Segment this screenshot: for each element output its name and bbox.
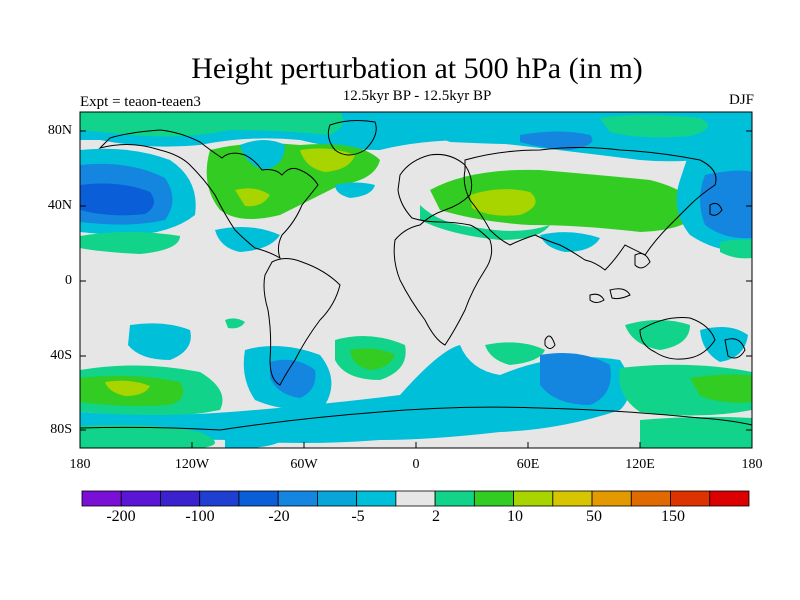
- contour-lightgreen: [80, 112, 344, 137]
- colorbar-label: 2: [432, 508, 440, 525]
- colorbar-box: [513, 490, 554, 507]
- contour-lightblue: [335, 182, 375, 198]
- lon-label: 180: [69, 457, 91, 472]
- experiment-label: Expt = teaon-teaen3: [80, 94, 201, 110]
- plot-title: Height perturbation at 500 hPa (in m): [191, 52, 643, 85]
- contour-lightgreen: [625, 320, 690, 350]
- contour-lightgreen: [600, 115, 708, 138]
- colorbar-label: -100: [185, 508, 215, 525]
- colorbar-box: [81, 490, 122, 507]
- coastlines: [80, 120, 752, 431]
- colorbar-box: [356, 490, 397, 507]
- axis-ticks: [79, 130, 753, 448]
- contour-blue: [520, 131, 593, 150]
- contour-blue: [540, 352, 611, 405]
- plot-subtitle: 12.5kyr BP - 12.5kyr BP: [342, 88, 492, 104]
- lat-label: 80N: [47, 123, 72, 138]
- lat-label: 80S: [50, 422, 72, 437]
- contour-lightgreen: [420, 205, 550, 240]
- contour-field: [80, 112, 752, 448]
- contour-lightblue: [80, 345, 630, 443]
- contour-lightblue: [240, 140, 285, 170]
- colorbar-box: [120, 490, 161, 507]
- lon-label: 120W: [174, 457, 210, 472]
- colorbar-box: [591, 490, 632, 507]
- colorbar: [81, 490, 750, 507]
- contour-lightblue: [128, 323, 191, 360]
- contour-lightblue: [225, 427, 290, 448]
- colorbar-box: [434, 490, 475, 507]
- colorbar-label: -5: [351, 508, 365, 525]
- colorbar-box: [277, 490, 318, 507]
- contour-yellowgreen: [470, 189, 536, 216]
- colorbar-label: 10: [507, 508, 523, 525]
- contour-yellowgreen: [235, 188, 270, 207]
- lon-label: 0: [412, 457, 420, 472]
- contour-lightgreen: [640, 416, 752, 448]
- lat-label: 40S: [50, 348, 72, 363]
- contour-lightblue: [215, 226, 280, 252]
- colorbar-box: [238, 490, 279, 507]
- lat-label: 40N: [47, 198, 72, 213]
- colorbar-box: [630, 490, 671, 507]
- contour-green: [350, 348, 395, 370]
- season-label: DJF: [728, 92, 754, 108]
- colorbar-box: [670, 490, 711, 507]
- colorbar-box: [317, 490, 358, 507]
- contour-green: [690, 374, 752, 403]
- colorbar-box: [709, 490, 750, 507]
- colorbar-label: 50: [586, 508, 602, 525]
- contour-lightgreen: [80, 424, 215, 448]
- lon-label: 120E: [625, 457, 655, 472]
- colorbar-box: [473, 490, 514, 507]
- contour-green: [430, 169, 700, 232]
- colorbar-box: [552, 490, 593, 507]
- colorbar-box: [160, 490, 201, 507]
- contour-blue: [700, 170, 752, 239]
- contour-lightgreen: [720, 239, 752, 259]
- lon-label: 180: [741, 457, 763, 472]
- lon-label: 60E: [516, 457, 540, 472]
- colorbar-box: [199, 490, 240, 507]
- lat-label: 0: [65, 273, 72, 288]
- colorbar-label: -20: [268, 508, 290, 525]
- contour-blue: [270, 359, 316, 398]
- contour-yellowgreen: [300, 148, 355, 172]
- contour-lightgreen: [225, 318, 245, 329]
- contour-lightgreen: [485, 342, 545, 365]
- contour-darkblue: [80, 183, 154, 216]
- colorbar-label: -200: [106, 508, 136, 525]
- colorbar-label: 150: [661, 508, 685, 525]
- lon-label: 60W: [290, 457, 318, 472]
- contour-yellowgreen: [105, 380, 150, 396]
- contour-lightgreen: [80, 232, 180, 254]
- contour-lightblue: [540, 232, 600, 252]
- contour-lightblue: [700, 326, 748, 362]
- colorbar-box: [395, 490, 436, 507]
